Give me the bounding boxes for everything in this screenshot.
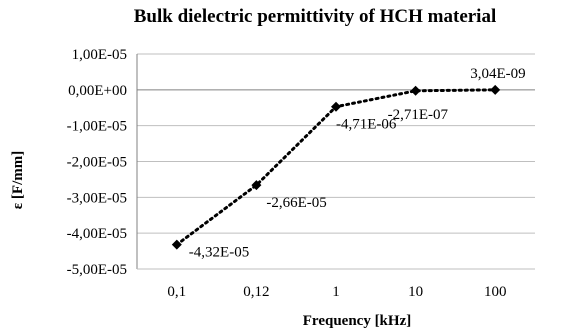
data-point [331, 101, 341, 112]
data-label: -4,71E-06 [336, 117, 397, 133]
x-tick-label: 1 [332, 284, 340, 300]
data-label: -2,71E-07 [388, 107, 449, 123]
grid [137, 53, 535, 270]
y-tick-label: -2,00E-05 [67, 155, 127, 171]
data-point [490, 84, 501, 95]
y-tick-labels: 1,00E-05 0,00E+00 -1,00E-05 -2,00E-05 -3,00E… [67, 47, 127, 278]
y-tick-label: -3,00E-05 [67, 190, 127, 206]
x-tick-labels: 0,1 0,12 1 10 100 [167, 284, 506, 300]
data-point [410, 85, 421, 96]
x-axis-label: Frequency [kHz] [303, 313, 411, 329]
data-label: -2,66E-05 [266, 195, 326, 211]
x-tick-label: 0,1 [167, 284, 186, 300]
data-labels: -4,32E-05 -2,66E-05 -4,71E-06-2,71E-07 3,04… [189, 66, 526, 261]
x-tick-label: 100 [484, 284, 507, 300]
data-label: -4,32E-05 [189, 245, 249, 261]
data-label: 3,04E-09 [470, 66, 525, 82]
data-point [171, 239, 182, 250]
y-axis-label: ε [F/mm] [10, 151, 26, 209]
y-tick-label: 1,00E-05 [72, 47, 127, 63]
x-tick-label: 10 [408, 284, 423, 300]
chart-title: Bulk dielectric permittivity of HCH mate… [134, 6, 497, 27]
series [171, 84, 501, 250]
y-tick-label: -4,00E-05 [67, 226, 127, 242]
data-point [251, 180, 262, 191]
y-tick-label: -1,00E-05 [67, 119, 127, 135]
y-tick-label: -5,00E-05 [67, 262, 127, 278]
x-tick-label: 0,12 [243, 284, 269, 300]
y-tick-label: 0,00E+00 [68, 83, 127, 99]
